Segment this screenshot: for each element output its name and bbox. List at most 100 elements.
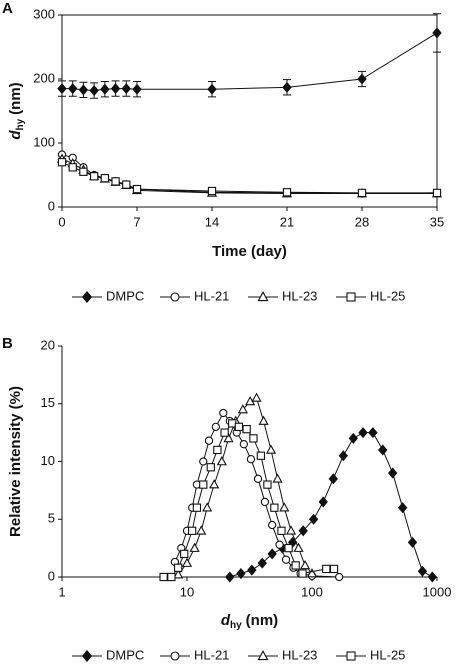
- marker: [346, 292, 356, 302]
- marker: [258, 415, 269, 425]
- marker: [207, 186, 217, 196]
- marker: [199, 457, 208, 466]
- marker: [272, 473, 283, 483]
- marker: [293, 542, 304, 552]
- marker: [189, 542, 200, 552]
- marker: [308, 513, 319, 525]
- legend-label: DMPC: [106, 647, 144, 662]
- marker: [249, 434, 258, 443]
- y-axis-label: Relative intensity (%): [7, 386, 24, 537]
- panel-label: B: [2, 335, 13, 352]
- marker: [81, 290, 93, 304]
- marker: [121, 83, 131, 95]
- marker: [234, 422, 244, 431]
- marker: [220, 428, 229, 437]
- marker: [329, 564, 339, 574]
- marker: [132, 184, 142, 194]
- marker: [279, 502, 290, 512]
- marker: [257, 291, 269, 302]
- marker: [298, 525, 308, 537]
- marker: [417, 565, 428, 577]
- y-tick-label: 5: [48, 511, 55, 526]
- marker: [397, 502, 408, 514]
- marker: [285, 525, 297, 535]
- label-sub: hy: [15, 118, 26, 130]
- marker: [257, 650, 269, 661]
- y-tick-label: 100: [33, 134, 55, 149]
- marker: [251, 392, 262, 402]
- x-tick-label: 14: [205, 214, 219, 229]
- marker: [335, 572, 344, 582]
- marker: [284, 543, 293, 553]
- label-sub: hy: [230, 620, 242, 631]
- marker: [216, 456, 227, 466]
- marker: [213, 445, 222, 455]
- panel: A 0 100 200 300 0 7 14 21 28 35 Time (day) dhy (nm) DM…: [2, 0, 444, 303]
- legend-label: HL-23: [282, 288, 317, 303]
- y-tick-label: 300: [33, 6, 55, 21]
- marker: [180, 549, 189, 559]
- x-tick-label: 10: [180, 584, 194, 599]
- marker: [111, 177, 120, 186]
- marker: [81, 649, 93, 663]
- series-line: [177, 397, 313, 575]
- marker: [322, 564, 331, 574]
- x-tick-label: 1000: [423, 584, 452, 599]
- marker: [268, 520, 277, 530]
- marker: [256, 451, 266, 460]
- y-tick-label: 20: [41, 337, 55, 352]
- legend-label: HL-21: [194, 288, 229, 303]
- marker: [282, 81, 292, 93]
- series: [56, 153, 443, 198]
- y-tick-label: 10: [41, 453, 55, 468]
- y-tick-label: 0: [48, 198, 55, 213]
- series: [57, 158, 442, 198]
- marker: [253, 474, 263, 483]
- marker: [202, 502, 213, 512]
- x-axis-label: dhy (nm): [221, 612, 278, 631]
- marker: [110, 83, 121, 95]
- series: [57, 150, 442, 198]
- marker: [267, 548, 277, 560]
- x-tick-label: 0: [58, 214, 65, 229]
- marker: [378, 444, 388, 456]
- x-tick-label: 28: [355, 214, 369, 229]
- marker: [270, 503, 279, 512]
- marker: [174, 563, 183, 572]
- marker: [199, 480, 208, 489]
- x-tick-label: 21: [280, 214, 294, 229]
- marker: [291, 561, 300, 570]
- marker: [78, 84, 89, 96]
- legend-label: HL-21: [194, 647, 229, 662]
- marker: [260, 497, 270, 507]
- panel-label: A: [2, 0, 13, 17]
- marker: [170, 292, 180, 302]
- marker: [407, 536, 418, 548]
- marker: [299, 559, 311, 570]
- marker: [132, 83, 142, 95]
- marker: [368, 427, 378, 439]
- marker: [89, 84, 99, 97]
- marker: [432, 188, 442, 198]
- series-line: [61, 154, 438, 195]
- label-unit: (nm): [246, 612, 279, 629]
- y-tick-label: 0: [48, 568, 55, 583]
- marker: [281, 555, 291, 564]
- marker: [167, 572, 176, 582]
- y-tick-label: 15: [41, 395, 55, 410]
- series-line: [174, 412, 340, 578]
- marker: [265, 444, 277, 454]
- marker: [275, 540, 284, 549]
- label-unit: (nm): [7, 82, 24, 115]
- marker: [211, 422, 220, 431]
- marker: [239, 440, 249, 449]
- marker: [206, 463, 215, 472]
- marker: [159, 572, 168, 582]
- marker: [173, 569, 184, 579]
- marker: [100, 83, 110, 95]
- marker: [247, 564, 257, 576]
- marker: [89, 172, 99, 181]
- series-line: [62, 32, 438, 92]
- x-tick-label: 1: [58, 584, 65, 599]
